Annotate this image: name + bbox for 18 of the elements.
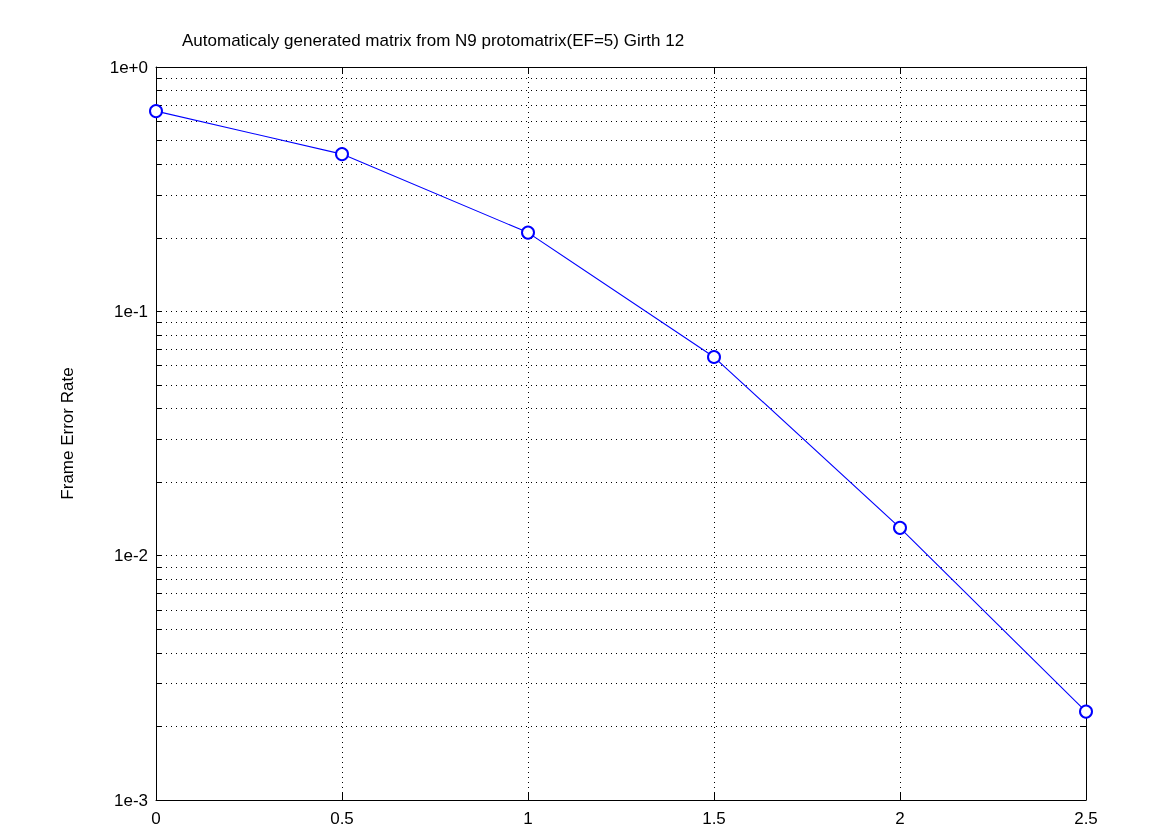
y-tick-label: 1e-1: [113, 301, 148, 321]
x-tick-label: 1.5: [702, 809, 726, 828]
point: [149, 104, 163, 119]
point: [707, 350, 721, 365]
point: [893, 520, 907, 535]
x-tick-label: 1: [523, 809, 533, 828]
x-tick-label: 2: [895, 809, 905, 828]
point: [1079, 704, 1093, 719]
x-tick-label: 2.5: [1074, 809, 1098, 828]
x-tick-label: 0.5: [330, 809, 354, 828]
y-tick-label: 1e+0: [109, 57, 148, 77]
y-axis-title: Frame Error Rate: [58, 367, 77, 500]
point: [521, 225, 535, 240]
y-tick-label: 1e-3: [113, 790, 148, 810]
point: [335, 147, 349, 162]
y-tick-label: 1e-2: [113, 546, 148, 566]
chart-title: Automaticaly generated matrix from N9 protomatrix(EF=5) Girth 12: [182, 31, 685, 50]
x-tick-label: 0: [151, 809, 161, 828]
